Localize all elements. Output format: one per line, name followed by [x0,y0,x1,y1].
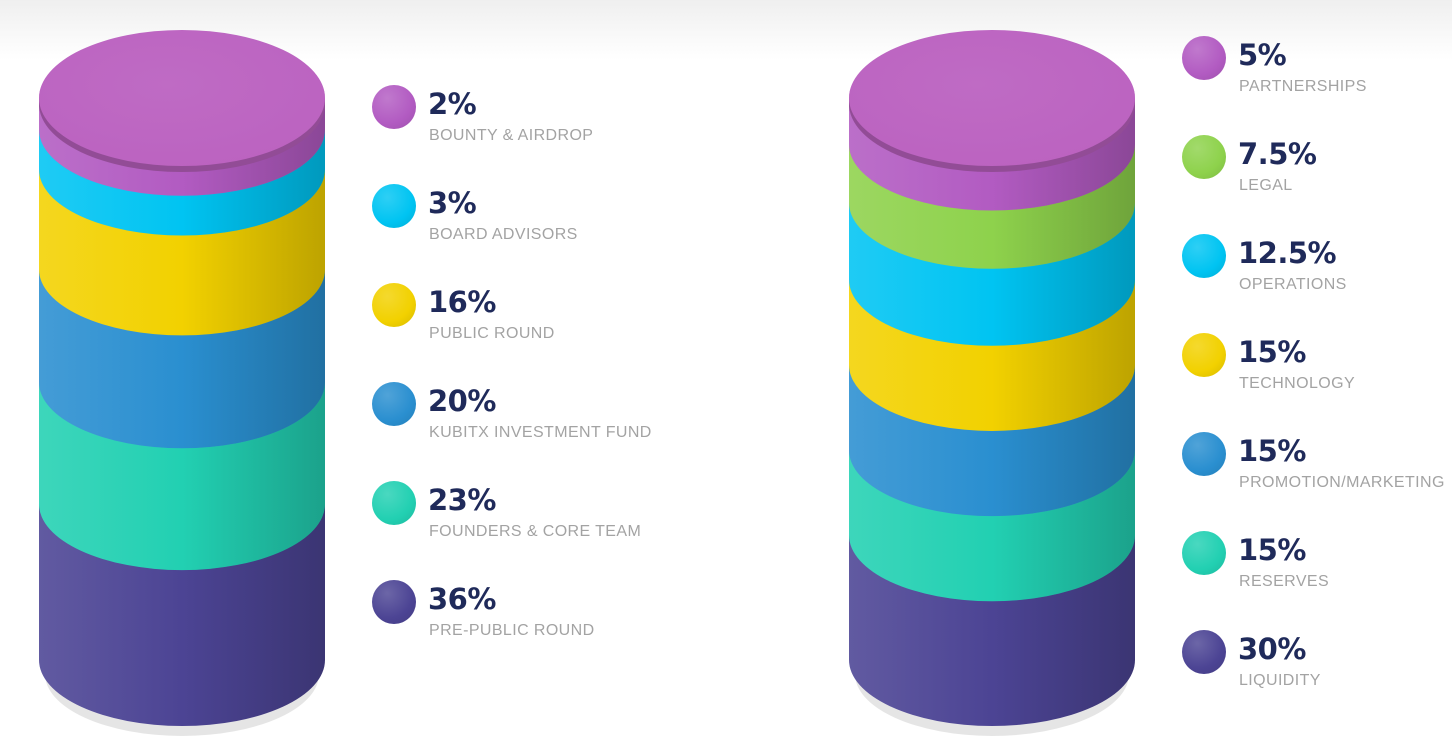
legend-label: PARTNERSHIPS [1239,78,1367,95]
legend-color-dot [372,85,416,129]
stack-lid [849,30,1135,166]
legend-color-dot [1182,630,1226,674]
legend-color-dot [372,283,416,327]
legend-label: PUBLIC ROUND [429,325,555,342]
legend-item: 15% RESERVES [1182,531,1452,591]
legend-label: BOARD ADVISORS [429,226,578,243]
legend-item: 23% FOUNDERS & CORE TEAM [372,481,652,541]
legend-label: PRE-PUBLIC ROUND [429,622,595,639]
legend-label: KUBITX INVESTMENT FUND [429,424,652,441]
legend-item: 7.5% LEGAL [1182,135,1452,195]
legend-item: 15% TECHNOLOGY [1182,333,1452,393]
legend-percent: 15% [1238,533,1306,567]
legend-percent: 20% [428,384,496,418]
legend-color-dot [372,382,416,426]
legend-percent: 30% [1238,632,1306,666]
legend-label: RESERVES [1239,573,1330,590]
token-distribution-stack [39,30,325,736]
legend-percent: 36% [428,582,496,616]
legend-color-dot [1182,135,1226,179]
legend-item: 5% PARTNERSHIPS [1182,36,1452,96]
legend-color-dot [1182,234,1226,278]
legend-label: FOUNDERS & CORE TEAM [429,523,642,540]
legend-color-dot [372,481,416,525]
legend-label: OPERATIONS [1239,276,1347,293]
legend-item: 12.5% OPERATIONS [1182,234,1452,294]
legend-percent: 16% [428,285,496,319]
funds-allocation-stack [849,30,1135,736]
legend-percent: 23% [428,483,496,517]
legend-color-dot [1182,531,1226,575]
legend-item: 30% LIQUIDITY [1182,630,1452,690]
legend-item: 20% KUBITX INVESTMENT FUND [372,382,652,442]
legend-item: 2% BOUNTY & AIRDROP [372,85,652,145]
legend-percent: 15% [1238,335,1306,369]
legend-label: PROMOTION/MARKETING [1239,474,1445,491]
legend-color-dot [372,580,416,624]
legend-color-dot [1182,36,1226,80]
legend-percent: 15% [1238,434,1306,468]
stack-lid [39,30,325,166]
legend-item: 3% BOARD ADVISORS [372,184,652,244]
legend-percent: 7.5% [1238,137,1317,171]
legend-label: LIQUIDITY [1239,672,1321,689]
legend-item: 16% PUBLIC ROUND [372,283,652,343]
legend-color-dot [1182,432,1226,476]
legend-percent: 3% [428,186,477,220]
legend-percent: 2% [428,87,477,121]
legend-label: LEGAL [1239,177,1293,194]
legend-color-dot [1182,333,1226,377]
legend-item: 15% PROMOTION/MARKETING [1182,432,1452,492]
legend-label: BOUNTY & AIRDROP [429,127,594,144]
legend-percent: 12.5% [1238,236,1337,270]
legend-item: 36% PRE-PUBLIC ROUND [372,580,652,640]
legend-percent: 5% [1238,38,1287,72]
legend-label: TECHNOLOGY [1239,375,1356,392]
legend-color-dot [372,184,416,228]
